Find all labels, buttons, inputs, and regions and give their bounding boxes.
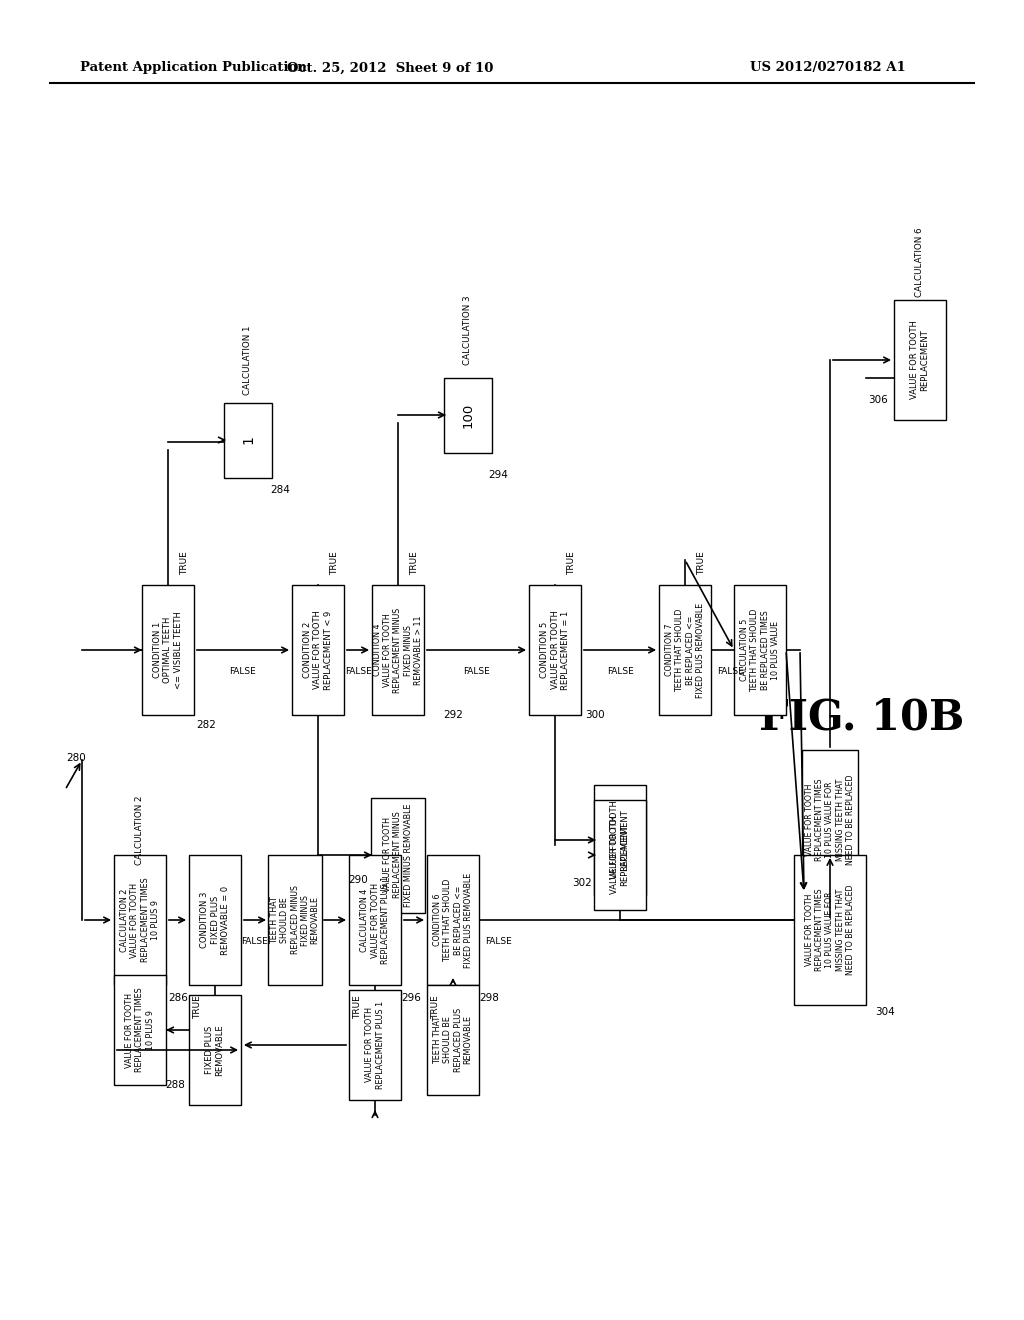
Text: FALSE: FALSE [242, 937, 268, 946]
Text: 304: 304 [876, 1007, 895, 1016]
Bar [427, 985, 479, 1096]
Text: FALSE: FALSE [606, 668, 634, 676]
Text: TRUE: TRUE [431, 995, 440, 1019]
Text: FIXED PLUS
REMOVABLE: FIXED PLUS REMOVABLE [206, 1024, 224, 1076]
Text: Patent Application Publication: Patent Application Publication [80, 62, 307, 74]
Text: CONDITION 5
VALUE FOR TOOTH
REPLACEMENT = 1: CONDITION 5 VALUE FOR TOOTH REPLACEMENT … [541, 610, 569, 689]
Text: VALUE FOR TOOTH
REPLACEMENT TIMES
10 PLUS 9: VALUE FOR TOOTH REPLACEMENT TIMES 10 PLU… [126, 987, 155, 1072]
Bar [794, 855, 866, 1005]
Text: CALCULATION 6: CALCULATION 6 [915, 227, 925, 297]
Text: 1: 1 [241, 436, 255, 445]
Text: TRUE: TRUE [180, 552, 189, 576]
Bar [659, 585, 711, 715]
Text: FALSE: FALSE [345, 668, 372, 676]
Bar [894, 300, 946, 420]
Bar [292, 585, 344, 715]
Bar [268, 855, 322, 985]
Text: FALSE: FALSE [485, 937, 512, 946]
Text: CALCULATION 1: CALCULATION 1 [244, 325, 253, 395]
Text: CALCULATION 2
VALUE FOR TOOTH
REPLACEMENT TIMES
10 PLUS 9: CALCULATION 2 VALUE FOR TOOTH REPLACEMEN… [121, 878, 160, 962]
Text: VALUE FOR TOOTH
REPLACEMENT MINUS
FIXED MINUS REMOVABLE: VALUE FOR TOOTH REPLACEMENT MINUS FIXED … [383, 804, 413, 907]
Text: TRUE: TRUE [353, 995, 362, 1019]
Text: FALSE: FALSE [718, 668, 744, 676]
Text: CONDITION 6
TEETH THAT SHOULD
BE REPLACED <=
FIXED PLUS REMOVABLE: CONDITION 6 TEETH THAT SHOULD BE REPLACE… [433, 873, 472, 968]
Bar [529, 585, 581, 715]
Bar [114, 855, 166, 985]
Text: 296: 296 [401, 993, 421, 1003]
Text: CONDITION 2
VALUE FOR TOOTH
REPLACEMENT < 9: CONDITION 2 VALUE FOR TOOTH REPLACEMENT … [303, 610, 333, 689]
Text: 306: 306 [868, 395, 888, 405]
Text: 298: 298 [479, 993, 499, 1003]
Bar [802, 750, 858, 890]
Bar [224, 403, 272, 478]
Bar [594, 800, 646, 909]
Text: VALUE FOR TOOTH
REPLACEMENT: VALUE FOR TOOTH REPLACEMENT [610, 800, 630, 879]
Text: 290: 290 [348, 875, 368, 884]
Text: VALUE FOR TOOTH
REPLACEMENT TIMES
10 PLUS VALUE FOR
MISSING TEETH THAT
NEED TO B: VALUE FOR TOOTH REPLACEMENT TIMES 10 PLU… [806, 884, 855, 975]
Bar [427, 855, 479, 985]
Text: VALUE FOR TOOTH
REPLACEMENT PLUS 1: VALUE FOR TOOTH REPLACEMENT PLUS 1 [366, 1001, 385, 1089]
Bar [734, 585, 786, 715]
Text: TRUE: TRUE [697, 552, 707, 576]
Text: VALUE FOR TOOTH
REPLACEMENT: VALUE FOR TOOTH REPLACEMENT [610, 816, 630, 895]
Text: 284: 284 [270, 484, 290, 495]
Bar [371, 797, 425, 912]
Text: CONDITION 4
VALUE FOR TOOTH
REPLACEMENT MINUS
FIXED MINUS
REMOVABLE > 11: CONDITION 4 VALUE FOR TOOTH REPLACEMENT … [374, 607, 423, 693]
Text: US 2012/0270182 A1: US 2012/0270182 A1 [750, 62, 906, 74]
Text: Oct. 25, 2012  Sheet 9 of 10: Oct. 25, 2012 Sheet 9 of 10 [287, 62, 494, 74]
Text: 288: 288 [165, 1080, 185, 1090]
Text: VALUE FOR TOOTH
REPLACEMENT TIMES
10 PLUS VALUE FOR
MISSING TEETH THAT
NEED TO B: VALUE FOR TOOTH REPLACEMENT TIMES 10 PLU… [806, 775, 855, 865]
Text: CALCULATION 5
TEETH THAT SHOULD
BE REPLACED TIMES
10 PLUS VALUE: CALCULATION 5 TEETH THAT SHOULD BE REPLA… [740, 609, 779, 692]
Text: 100: 100 [462, 403, 474, 428]
Text: 300: 300 [585, 710, 605, 719]
Text: TRUE: TRUE [194, 995, 203, 1019]
Text: 282: 282 [196, 719, 216, 730]
Text: CONDITION 3
FIXED PLUS
REMOVABLE = 0: CONDITION 3 FIXED PLUS REMOVABLE = 0 [201, 886, 229, 954]
Text: 292: 292 [443, 710, 463, 719]
Bar [142, 585, 194, 715]
Bar [349, 990, 401, 1100]
Text: CALCULATION 2: CALCULATION 2 [135, 795, 144, 865]
Text: TRUE: TRUE [567, 552, 577, 576]
Text: CONDITION 1
OPTIMAL TEETH
<= VISIBLE TEETH: CONDITION 1 OPTIMAL TEETH <= VISIBLE TEE… [154, 611, 182, 689]
Text: CONDITION 7
TEETH THAT SHOULD
BE REPLACED <=
FIXED PLUS REMOVABLE: CONDITION 7 TEETH THAT SHOULD BE REPLACE… [666, 602, 705, 697]
Text: 294: 294 [488, 470, 508, 480]
Bar [114, 975, 166, 1085]
Text: TRUE: TRUE [331, 552, 340, 576]
Bar [349, 855, 401, 985]
Text: TRUE: TRUE [411, 552, 420, 576]
Text: CALCULATION 4
VALUE FOR TOOTH
REPLACEMENT PLUS 1: CALCULATION 4 VALUE FOR TOOTH REPLACEMEN… [360, 876, 389, 964]
Bar [372, 585, 424, 715]
Bar [189, 855, 241, 985]
Text: 286: 286 [168, 993, 188, 1003]
Text: 280: 280 [67, 752, 86, 763]
Bar [594, 785, 646, 895]
Text: TEETH THAT
SHOULD BE
REPLACED MINUS
FIXED MINUS
REMOVABLE: TEETH THAT SHOULD BE REPLACED MINUS FIXE… [270, 886, 319, 954]
Text: 302: 302 [572, 878, 592, 888]
Bar [189, 995, 241, 1105]
Text: VALUE FOR TOOTH
REPLACEMENT: VALUE FOR TOOTH REPLACEMENT [910, 321, 930, 400]
Text: TEETH THAT
SHOULD BE
REPLACED PLUS
REMOVABLE: TEETH THAT SHOULD BE REPLACED PLUS REMOV… [433, 1008, 472, 1072]
Text: FALSE: FALSE [463, 668, 489, 676]
Text: FIG. 10B: FIG. 10B [760, 697, 965, 739]
Bar [444, 378, 492, 453]
Text: FALSE: FALSE [229, 668, 256, 676]
Text: CALCULATION 3: CALCULATION 3 [464, 296, 472, 364]
